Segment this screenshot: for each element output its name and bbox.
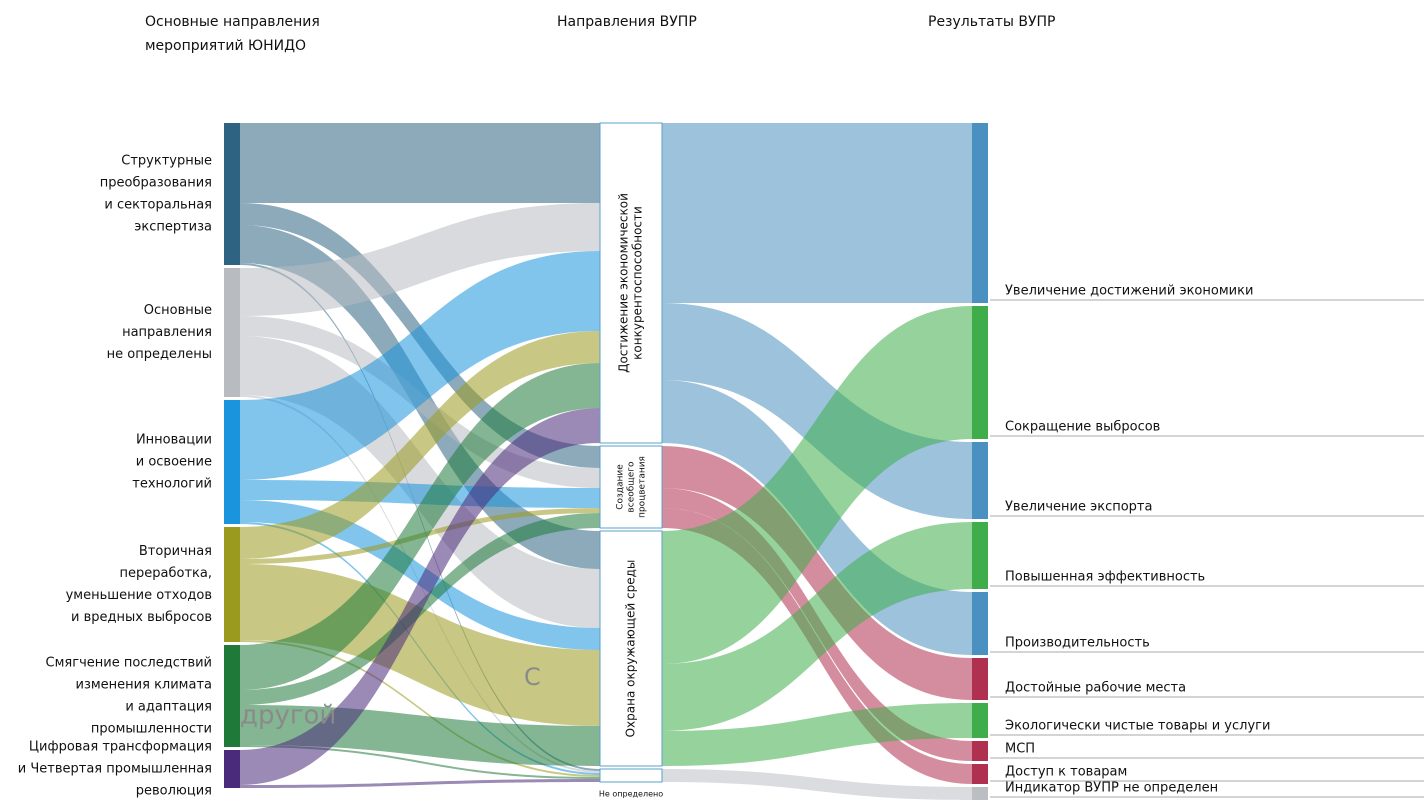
- flow: [240, 203, 600, 316]
- node-label: и освоение: [136, 455, 212, 470]
- flow: [240, 408, 600, 785]
- node-label: конкурентоспособности: [631, 206, 645, 360]
- flow: [662, 703, 972, 766]
- node-label: Достойные рабочие места: [1005, 681, 1186, 696]
- flow: [240, 363, 600, 690]
- node: [224, 527, 240, 642]
- node-label: Инновации: [136, 433, 212, 448]
- node-label: Создание: [616, 464, 626, 510]
- node-label: промышленности: [91, 722, 212, 737]
- node-label: Увеличение экспорта: [1005, 500, 1152, 515]
- flow: [240, 123, 600, 203]
- flow: [662, 123, 972, 303]
- node-label: преобразования: [100, 176, 212, 191]
- node-label: процветания: [638, 456, 648, 518]
- flow: [240, 500, 600, 650]
- flow: [662, 306, 972, 664]
- nodes: Структурные преобразования и секторальная э…: [18, 122, 1424, 800]
- node-label: и Четвертая промышленная: [18, 762, 212, 777]
- node-label: Смягчение последствий: [46, 656, 212, 671]
- flow: [240, 480, 600, 508]
- node-label: Повышенная эффективность: [1005, 570, 1205, 585]
- node: [224, 268, 240, 397]
- node-label: Производительность: [1005, 636, 1150, 651]
- node: [972, 741, 988, 761]
- node: [224, 645, 240, 747]
- column-header: Основные направления: [145, 14, 320, 30]
- flow: [662, 522, 972, 731]
- flow: [240, 251, 600, 480]
- flow: [662, 769, 972, 800]
- column-header: мероприятий ЮНИДО: [145, 38, 306, 54]
- node-label: переработка,: [120, 566, 212, 581]
- annotation: другой: [240, 701, 336, 731]
- annotation: С: [524, 663, 541, 691]
- node: [599, 445, 663, 529]
- node-label: экспертиза: [134, 220, 212, 235]
- node: [224, 123, 240, 265]
- node-label: МСП: [1005, 742, 1035, 757]
- node-label: Доступ к товарам: [1005, 765, 1127, 780]
- node: [972, 703, 988, 738]
- node: [972, 658, 988, 700]
- node: [972, 123, 988, 303]
- node: [972, 306, 988, 439]
- node-label: Экологически чистые товары и услуги: [1005, 719, 1270, 734]
- node: [972, 522, 988, 589]
- node-label: Основные: [144, 303, 212, 318]
- node: [972, 442, 988, 519]
- node: [599, 122, 663, 444]
- flow: [662, 303, 972, 519]
- node-label: уменьшение отходов: [66, 588, 212, 603]
- node-label: и вредных выбросов: [71, 610, 212, 625]
- node-label: Структурные: [121, 154, 212, 169]
- node-label: Увеличение достижений экономики: [1005, 284, 1253, 299]
- node-label: революция: [136, 784, 212, 799]
- node-label: Сокращение выбросов: [1005, 420, 1160, 435]
- column-header: Направления ВУПР: [557, 14, 697, 30]
- node-label: технологий: [132, 477, 212, 492]
- node: [599, 530, 663, 767]
- node: [972, 787, 988, 800]
- flow: [240, 640, 600, 777]
- node: [599, 768, 663, 783]
- node: [224, 400, 240, 524]
- node-label: всеобщего: [627, 461, 637, 513]
- flow: [240, 745, 600, 779]
- flow: [240, 331, 600, 559]
- node-label: Цифровая трансформация: [29, 740, 212, 755]
- node-label: Индикатор ВУПР не определен: [1005, 781, 1218, 796]
- node: [224, 750, 240, 788]
- node: [972, 592, 988, 655]
- node: [972, 764, 988, 784]
- node-label: и секторальная: [104, 198, 212, 213]
- node-label: направления: [122, 325, 212, 340]
- flow: [240, 564, 600, 726]
- node-label: и адаптация: [125, 700, 212, 715]
- node-label: Достижение экономической: [617, 193, 631, 373]
- node-label: Охрана окружающей среды: [624, 560, 638, 738]
- node-label: не определены: [107, 347, 212, 362]
- node-label: изменения климата: [76, 678, 213, 693]
- node-label: Не определено: [599, 790, 663, 799]
- column-header: Результаты ВУПР: [928, 14, 1055, 30]
- links: [240, 123, 972, 800]
- node-label: Вторичная: [139, 544, 212, 559]
- flow: [240, 779, 600, 788]
